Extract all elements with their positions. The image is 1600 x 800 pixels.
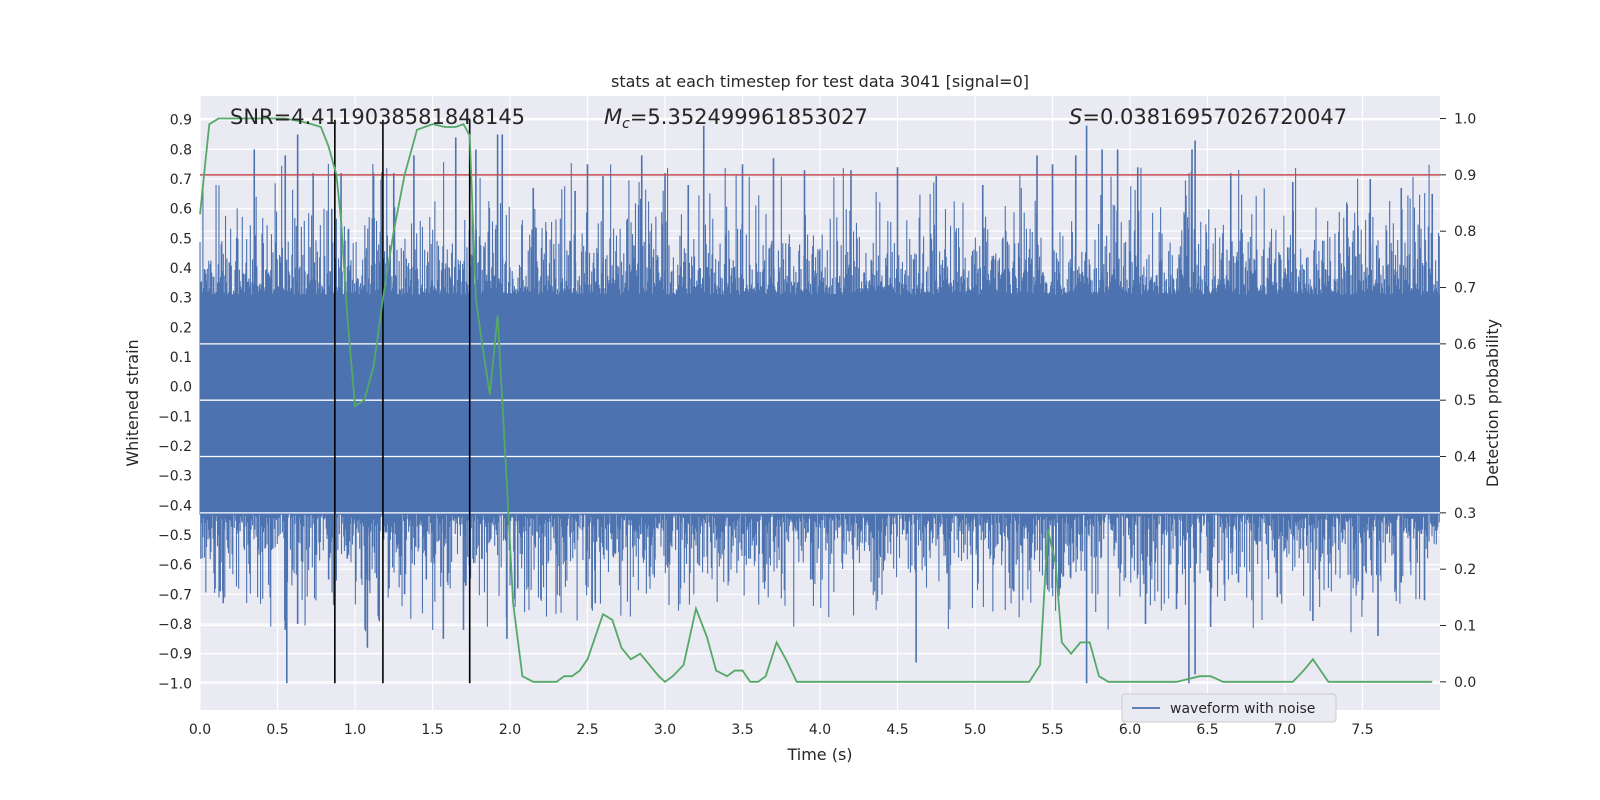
y-tick-label: 0.2 [170,320,192,336]
y-tick-label: −0.9 [158,647,192,663]
x-tick-label: 4.5 [886,722,908,738]
s-symbol: S [1069,105,1082,129]
x-tick-label: 5.5 [1041,722,1063,738]
x-tick-label: 3.0 [654,722,676,738]
y-tick-label: −0.5 [158,528,192,544]
y2-tick-label: 0.4 [1454,450,1476,466]
y-tick-label: 0.6 [170,202,192,218]
x-tick-label: 4.0 [809,722,831,738]
y-tick-label: 0.1 [170,350,192,366]
y-axis-ticks: 0.9 0.8 0.7 0.6 0.5 0.4 0.3 0.2 0.1 0.0 −0.1 −0.2 −0… [158,113,192,693]
y-tick-label: −0.8 [158,617,192,633]
y-tick-label: −0.2 [158,439,192,455]
x-tick-label: 0.0 [189,722,211,738]
x-tick-label: 1.5 [421,722,443,738]
y-tick-label: −0.6 [158,558,192,574]
y-tick-label: 0.3 [170,291,192,307]
noise-band [199,125,1440,684]
snr-annotation: SNR=4.4119038581848145 [230,105,525,129]
vertical-markers [334,119,471,684]
chirp-mass-symbol: M [604,105,622,129]
legend-box [1121,693,1337,723]
y-tick-label: −0.3 [158,469,192,485]
x-tick-label: 1.0 [344,722,366,738]
y2-tick-label: 0.1 [1454,619,1476,635]
y-tick-label: 0.4 [170,261,192,277]
y2-tick-label: 0.3 [1454,506,1476,522]
x-tick-label: 7.0 [1274,722,1296,738]
x-tick-label: 2.5 [576,722,598,738]
y-tick-label: 0.9 [170,113,192,129]
x-tick-label: 3.5 [731,722,753,738]
y2-tick-label: 0.2 [1454,562,1476,578]
x-tick-label: 5.0 [964,722,986,738]
x-axis-label: Time (s) [786,745,852,764]
y2-tick-label: 0.8 [1454,224,1476,240]
probability-layer [199,117,1433,683]
waveform-core-band [200,294,1440,515]
chirp-mass-subscript: c [622,116,630,132]
y-tick-label: −0.1 [158,409,192,425]
s-value: =0.03816957026720047 [1082,105,1347,129]
y2-tick-label: 0.5 [1454,393,1476,409]
y2-tick-label: 0.6 [1454,337,1476,353]
y2-axis-label: Detection probability [1483,319,1502,487]
chirp-mass-value: =5.352499961853027 [630,105,868,129]
y2-tick-label: 0.0 [1454,675,1476,691]
legend-label-waveform: waveform with noise [1170,701,1315,717]
detection-probability-line [199,117,1433,683]
x-tick-label: 6.5 [1196,722,1218,738]
y-tick-label: −0.7 [158,587,192,603]
y2-axis-ticks: 1.0 0.9 0.8 0.7 0.6 0.5 0.4 0.3 0.2 0.1 0.0 [1440,112,1476,691]
chart-title: stats at each timestep for test data 304… [611,72,1029,91]
s-annotation: S=0.03816957026720047 [1069,105,1347,129]
y-tick-label: −1.0 [158,676,192,692]
y-tick-label: −0.4 [158,498,192,514]
y-tick-label: 0.8 [170,142,192,158]
y-tick-label: 0.0 [170,380,192,396]
y2-tick-label: 0.9 [1454,168,1476,184]
y-tick-label: 0.7 [170,172,192,188]
chirp-mass-annotation: Mc=5.352499961853027 [604,105,868,132]
y-tick-label: 0.5 [170,231,192,247]
x-tick-label: 6.0 [1119,722,1141,738]
legend: waveform with noise [1121,693,1337,723]
x-tick-label: 0.5 [266,722,288,738]
x-tick-label: 7.5 [1351,722,1373,738]
y2-tick-label: 0.7 [1454,281,1476,297]
y-axis-label: Whitened strain [123,339,142,466]
x-axis-ticks: 0.0 0.5 1.0 1.5 2.0 2.5 3.0 3.5 4.0 4.5 5.0 5.5 6.0 6… [189,722,1374,738]
x-tick-label: 2.0 [499,722,521,738]
y2-tick-label: 1.0 [1454,112,1476,128]
